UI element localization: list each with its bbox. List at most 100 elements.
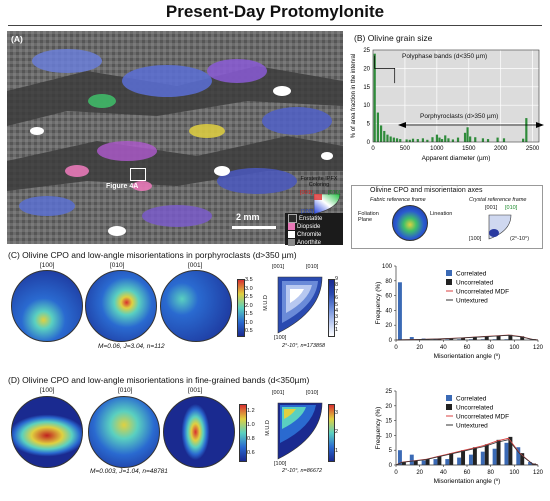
grain-bar — [373, 53, 376, 142]
d-hist-bar-correlated — [480, 451, 485, 465]
ebsd-map-art — [7, 31, 343, 244]
c-hist-ytick-label: 40 — [385, 308, 392, 314]
ipf-label-001: [001] — [300, 190, 313, 196]
d-hist-untextured-line — [395, 439, 539, 466]
d-hist-ytick-label: 5 — [389, 448, 393, 454]
crystal-label-010: [010] — [505, 205, 518, 211]
c-hist-legend-label: Correlated — [456, 271, 487, 278]
c-misori-label-001: [001] — [272, 264, 285, 270]
grain-bar — [502, 138, 506, 142]
c-hist-legend-label: Uncorrelated — [456, 280, 494, 287]
c-pole-001-label: [001] — [188, 262, 203, 269]
fabric-frame-label: Fabric reference frame — [370, 197, 426, 203]
d-hist-bar-uncorrelated — [461, 450, 466, 465]
grain-bar — [474, 137, 477, 142]
figure-title: Present-Day Protomylonite — [165, 2, 385, 21]
crystal-label-100: [100] — [469, 236, 482, 242]
c-hist-bar-correlated — [397, 282, 402, 340]
c-hist-bar-correlated — [433, 339, 438, 340]
d-colorbar — [239, 404, 247, 462]
d-hist-ytick-label: 20 — [385, 404, 392, 410]
c-hist-bar-uncorrelated — [449, 338, 454, 340]
grain-bar — [379, 125, 383, 142]
c-colorbar — [237, 279, 245, 337]
c-hist-xtick-label: 0 — [394, 345, 398, 351]
d-misori-colorbar — [328, 404, 335, 462]
ipf-label-010: [010] — [328, 190, 341, 196]
c-pole-010-label: [010] — [110, 262, 125, 269]
grain-bar — [451, 139, 455, 142]
grain-bar — [408, 139, 411, 142]
grain-size-chart: 0 5 10 15 20 25 0 500 1000 1500 2000 2500 Apparent d… — [351, 48, 540, 162]
d-hist-bar-uncorrelated — [425, 459, 430, 465]
c-hist-bar-uncorrelated — [437, 338, 442, 340]
grain-bar — [421, 138, 424, 142]
grain-bar — [389, 136, 392, 142]
d-hist-bar-uncorrelated — [437, 456, 442, 465]
crystal-frame-triangle — [488, 214, 512, 240]
c-hist-bar-correlated — [457, 339, 462, 340]
d-hist-xlabel: Misorientation angle (º) — [434, 478, 501, 485]
d-hist-legend-label: Uncorrelated — [456, 405, 494, 412]
grain-bar — [405, 139, 408, 142]
d-hist-legend-label: Correlated — [456, 396, 487, 403]
c-misorientation-axes — [277, 276, 323, 334]
grain-bar — [383, 130, 386, 142]
d-hist-ytick-label: 25 — [385, 389, 392, 395]
ipf-key — [313, 193, 341, 215]
d-hist-bar-correlated — [409, 454, 414, 465]
figure-4a-label: Figure 4A — [106, 183, 139, 190]
legend-swatch — [288, 239, 295, 247]
legend-item-diopside: Diopside — [288, 223, 340, 231]
grain-axes-frame — [372, 49, 540, 143]
panel-d-title: (D) Olivine CPO and low-angle misorienta… — [8, 375, 310, 385]
grain-bar — [463, 132, 467, 142]
grain-xtick-label: 1000 — [430, 146, 444, 152]
legend-item-enstatite: Enstatite — [288, 214, 340, 223]
grain-bar — [440, 139, 444, 142]
d-stats: M=0.003, J=1.04, n=48781 — [90, 468, 168, 475]
grain-bar — [496, 137, 499, 142]
grain-ytick-label: 15 — [363, 85, 370, 91]
foliation-label: Foliation Plane — [358, 211, 379, 223]
c-hist-xtick-label: 40 — [440, 345, 447, 351]
scale-bar — [232, 226, 276, 229]
d-hist-ytick-label: 0 — [389, 463, 393, 469]
c-hist-ytick-label: 0 — [389, 338, 393, 344]
grain-bar — [525, 118, 528, 142]
legend-swatch — [288, 214, 297, 223]
c-hist-xtick-label: 60 — [464, 345, 471, 351]
grain-bar — [469, 136, 472, 142]
grain-bar — [438, 137, 441, 142]
phase-legend: Enstatite Diopside Chromite Anorthite — [285, 213, 343, 247]
figure-4a-box — [130, 168, 146, 181]
c-hist-bar-correlated — [445, 339, 450, 340]
d-pole-figure-010 — [88, 396, 160, 468]
d-pole-100-label: [100] — [40, 387, 55, 394]
grain-bar — [466, 127, 469, 142]
d-pole-figure-001 — [163, 396, 235, 468]
d-hist-bar-uncorrelated — [401, 462, 406, 465]
c-hist-ytick-label: 20 — [385, 323, 392, 329]
c-hist-legend-label: Untextured — [456, 298, 488, 305]
c-hist-untextured-line — [395, 334, 539, 341]
crystal-frame-label: Crystal reference frame — [469, 197, 527, 203]
c-hist-xtick-label: 80 — [487, 345, 494, 351]
grain-bar — [481, 138, 485, 142]
c-hist-xlabel: Misorientation angle (º) — [434, 353, 501, 360]
c-stats: M=0.06, J=3.04, n=112 — [98, 343, 165, 350]
scale-bar-label: 2 mm — [236, 212, 260, 222]
polyphase-bands-annotation: Polyphase bands (d<350 µm) — [402, 53, 488, 60]
d-hist-bar-uncorrelated — [449, 453, 454, 465]
d-hist-ylabel: Frequency (%) — [375, 407, 382, 450]
c-misori-stats: 2°-10°, n=173858 — [282, 343, 326, 349]
grain-bar — [386, 134, 389, 142]
d-hist-ytick-label: 10 — [385, 433, 392, 439]
c-hist-bar-correlated — [409, 337, 414, 340]
c-hist-xtick-label: 120 — [533, 345, 544, 351]
d-hist-bar-correlated — [457, 457, 462, 465]
grain-ytick-label: 5 — [367, 122, 371, 128]
d-hist-xtick-label: 80 — [487, 470, 494, 476]
d-hist-legend-swatch — [446, 404, 452, 410]
